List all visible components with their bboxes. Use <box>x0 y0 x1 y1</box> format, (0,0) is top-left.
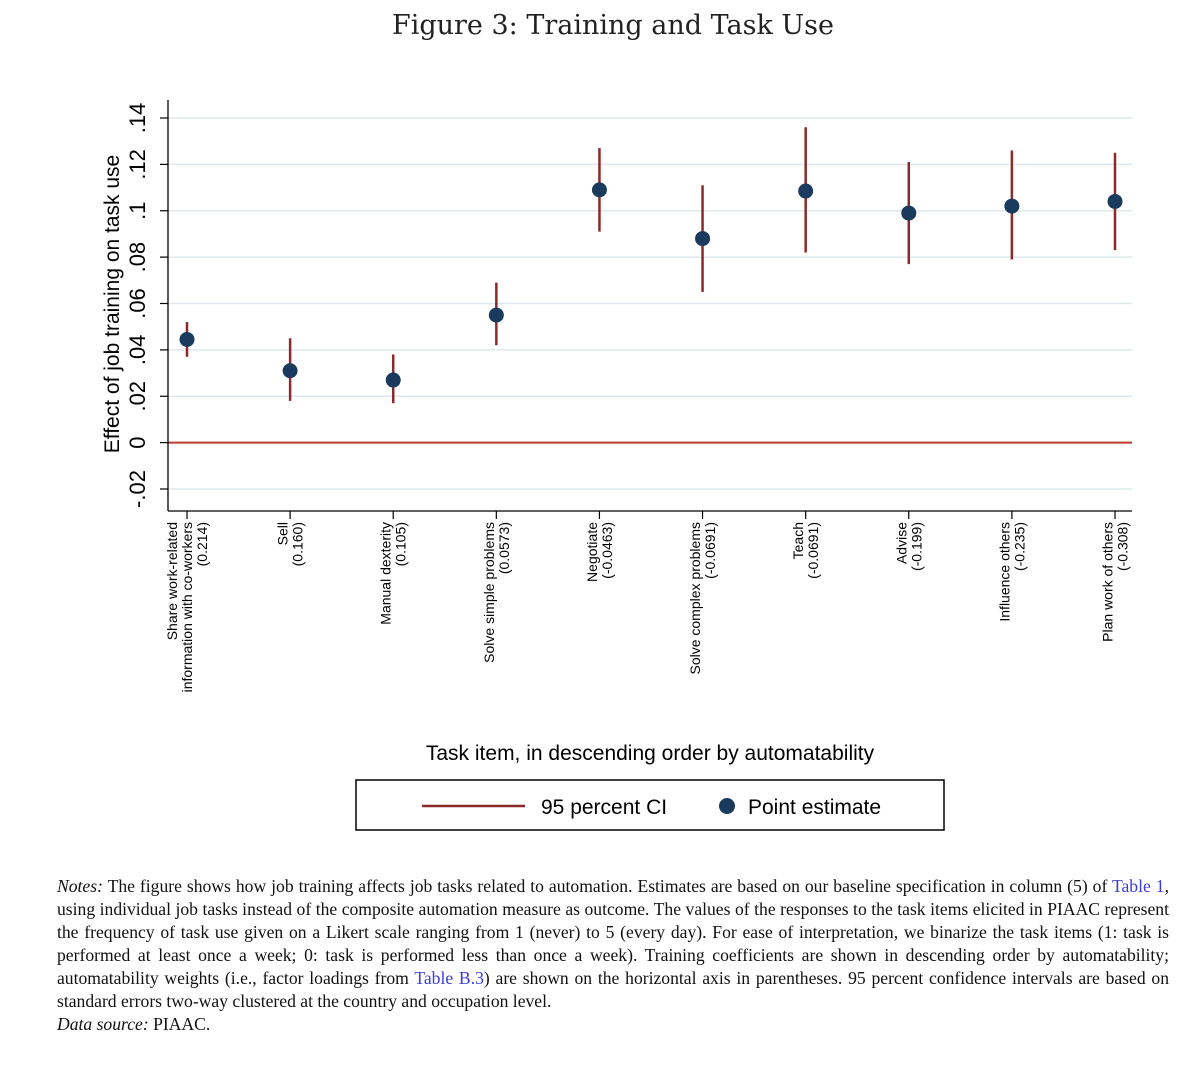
y-ticks: -.02 0 .02 .04 .06 .08 .1 .12 .14 <box>125 103 168 508</box>
legend-point-swatch <box>719 798 735 814</box>
x-tick-label: Influence others <box>996 522 1012 622</box>
chart: -.02 0 .02 .04 .06 .08 .1 .12 .14 Share work-rel… <box>101 100 1132 831</box>
x-tick-label: (0.0573) <box>496 522 512 574</box>
data-source-text: PIAAC. <box>148 1014 211 1034</box>
table-b3-link[interactable]: Table B.3 <box>414 968 484 988</box>
x-tick-label: (0.160) <box>290 522 306 566</box>
legend-point-label: Point estimate <box>748 796 881 819</box>
y-tick-label: 0 <box>125 437 150 449</box>
point-estimate <box>179 331 195 347</box>
x-tick-label: (0.214) <box>194 522 210 566</box>
x-tick-label: Advise <box>893 522 909 564</box>
y-tick-label: .06 <box>125 288 150 319</box>
point-estimate <box>1004 198 1020 214</box>
data-source-label: Data source: <box>57 1014 149 1034</box>
x-tick-label: (-0.0463) <box>599 522 615 579</box>
point-estimate <box>385 372 401 388</box>
y-tick-label: .14 <box>125 103 150 134</box>
confidence-intervals <box>185 127 1117 404</box>
point-estimate <box>901 205 917 221</box>
point-estimate <box>488 307 504 323</box>
x-tick-label: Teach <box>790 522 806 559</box>
point-estimate <box>695 231 711 247</box>
y-tick-label: .08 <box>125 242 150 273</box>
y-axis-label: Effect of job training on task use <box>101 155 124 453</box>
y-tick-label: .1 <box>125 202 150 220</box>
point-estimate <box>591 182 607 198</box>
legend: 95 percent CI Point estimate <box>355 779 945 831</box>
x-tick-label: (-0.308) <box>1115 522 1131 571</box>
x-tick-label: Solve simple problems <box>481 522 497 663</box>
x-ticks: Share work-related information with co-wo… <box>164 511 1131 692</box>
table-1-link[interactable]: Table 1 <box>1111 876 1165 896</box>
notes-text-1: The figure shows how job training affect… <box>102 876 1112 896</box>
y-tick-label: -.02 <box>125 470 150 508</box>
notes-text-3: ) are shown on the horizontal axis in pa… <box>57 968 1170 1011</box>
x-tick-label: (-0.0691) <box>702 522 718 579</box>
x-tick-label: (0.105) <box>393 522 409 566</box>
point-estimate <box>282 363 298 379</box>
notes-label: Notes: <box>57 876 103 896</box>
x-tick-label: information with co-workers <box>179 522 195 692</box>
figure-notes: Notes: The figure shows how job training… <box>57 875 1169 1036</box>
grid-lines <box>168 117 1132 490</box>
x-axis-label: Task item, in descending order by automa… <box>426 742 875 765</box>
y-tick-label: .12 <box>125 149 150 180</box>
x-tick-label: Manual dexterity <box>378 522 394 625</box>
x-tick-label: Sell <box>275 522 291 545</box>
x-tick-label: (-0.199) <box>908 522 924 571</box>
point-estimate <box>798 183 814 199</box>
figure-title: Figure 3: Training and Task Use <box>391 10 835 41</box>
x-tick-label: Share work-related <box>164 522 180 640</box>
point-estimate <box>1107 193 1123 209</box>
x-tick-label: Plan work of others <box>1100 522 1116 642</box>
x-tick-label: (-0.235) <box>1011 522 1027 571</box>
y-tick-label: .04 <box>125 335 150 366</box>
x-tick-label: (-0.0691) <box>805 522 821 579</box>
y-tick-label: .02 <box>125 381 150 412</box>
axes <box>167 100 1132 512</box>
point-estimates <box>179 182 1123 388</box>
notes-text-2: , using individual job tasks instead of … <box>57 876 1169 988</box>
legend-ci-label: 95 percent CI <box>541 796 667 819</box>
x-tick-label: Negotiate <box>584 522 600 582</box>
x-tick-label: Solve complex problems <box>687 522 703 675</box>
